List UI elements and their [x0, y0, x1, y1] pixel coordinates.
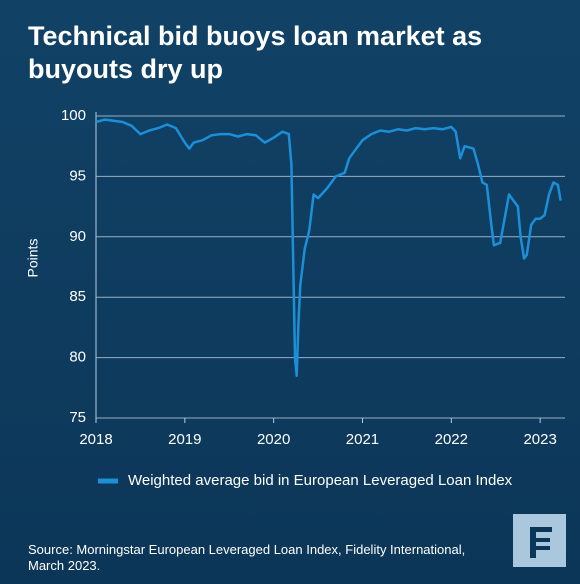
- x-tick-label: 2023: [523, 431, 556, 448]
- legend-label: Weighted average bid in European Leverag…: [128, 472, 513, 489]
- x-tick-label: 2018: [79, 431, 112, 448]
- y-tick-label: 100: [61, 107, 86, 124]
- x-tick-label: 2022: [435, 431, 468, 448]
- x-tick-label: 2019: [168, 431, 201, 448]
- y-tick-label: 95: [69, 167, 86, 184]
- y-tick-label: 75: [69, 409, 86, 426]
- data-line: [95, 118, 562, 377]
- logo: [513, 514, 566, 567]
- y-axis-label: Points: [25, 239, 41, 278]
- x-tick-label: 2020: [257, 431, 290, 448]
- y-tick-label: 80: [69, 349, 86, 366]
- y-tick-label: 90: [69, 228, 86, 245]
- x-tick-label: 2021: [346, 431, 379, 448]
- y-tick-label: 85: [69, 288, 86, 305]
- source-note: Source: Morningstar European Leveraged L…: [28, 542, 466, 573]
- chart-title: Technical bid buoys loan market as buyou…: [28, 21, 483, 84]
